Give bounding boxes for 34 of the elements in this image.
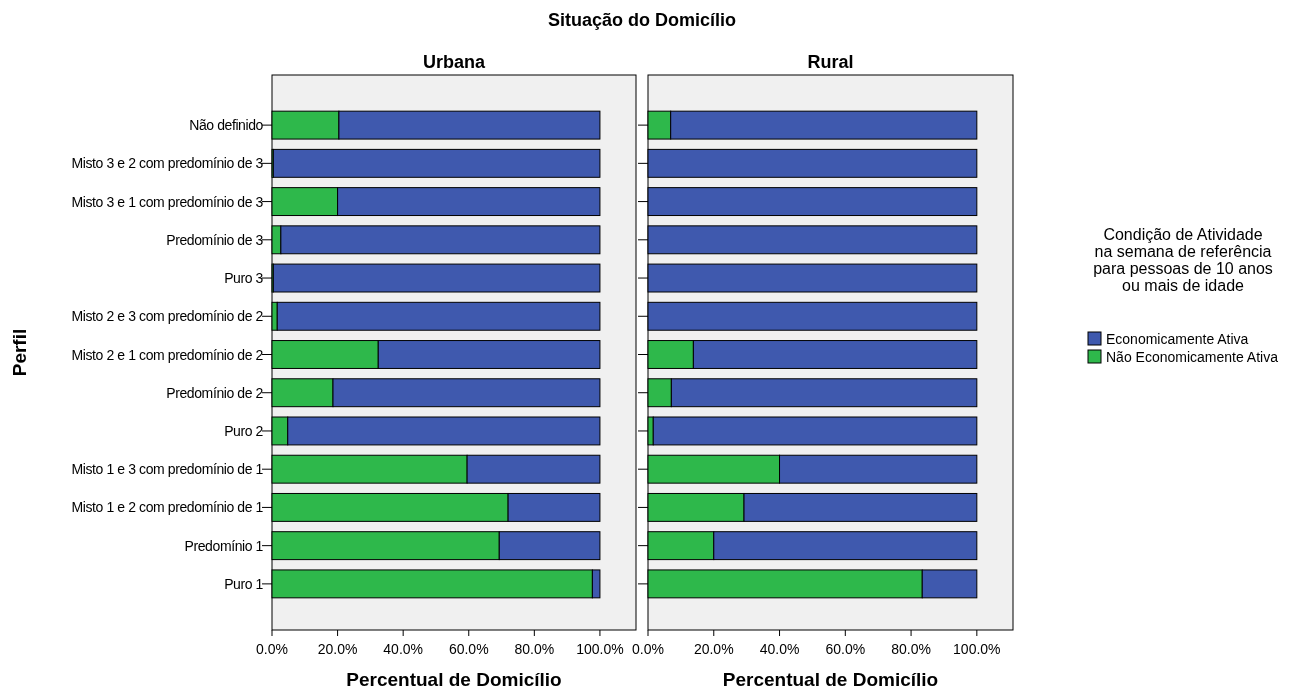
x-tick-label: 0.0% [256,641,288,657]
x-tick-label: 60.0% [448,641,489,657]
chart-title: Urbana [422,52,486,72]
y-tick-label: Misto 2 e 1 com predomínio de 2 [71,346,264,363]
x-tick-label: 80.0% [514,641,555,657]
y-tick-label: Misto 1 e 2 com predomínio de 1 [71,499,264,516]
x-tick-label: 100.0% [576,641,624,657]
x-tick-label: 40.0% [383,641,424,657]
x-tick-label: 100.0% [953,641,1001,657]
x-axis-title: Percentual de Domicílio [346,669,562,690]
y-tick-label: Misto 3 e 2 com predomínio de 3 [71,155,264,172]
x-tick-label: 40.0% [759,641,800,657]
chart-title: Rural [807,52,854,72]
legend-label: Não Economicamente Ativa [1106,349,1279,365]
x-tick-label: 20.0% [693,641,734,657]
legend-label: Economicamente Ativa [1106,331,1249,347]
y-tick-label: Misto 3 e 1 com predomínio de 3 [71,193,264,210]
x-tick-label: 80.0% [891,641,931,657]
y-tick-label: Predomínio de 2 [166,384,264,401]
x-tick-label: 20.0% [317,641,358,657]
x-tick-label: 0.0% [632,641,664,657]
y-tick-label: Puro 2 [224,422,264,439]
text: Situação do Domicílio [547,10,737,30]
y-tick-label: Misto 1 e 3 com predomínio de 1 [71,461,264,478]
y-tick-label: Não definido [189,117,264,134]
y-tick-label: Predomínio de 3 [166,231,264,248]
y-tick-label: Puro 3 [224,270,264,287]
legend-title: Condição de Atividade na semana de referência para pessoas de 10 anos ou mais de idade [1093,226,1273,294]
y-tick-label: Misto 2 e 3 com predomínio de 2 [71,308,264,325]
y-tick-label: Puro 1 [224,575,264,592]
x-tick-label: 60.0% [825,641,866,657]
y-tick-label: Predomínio 1 [184,537,264,554]
y-axis-title: Perfil [9,328,30,377]
x-axis-title: Percentual de Domicílio [722,669,939,690]
